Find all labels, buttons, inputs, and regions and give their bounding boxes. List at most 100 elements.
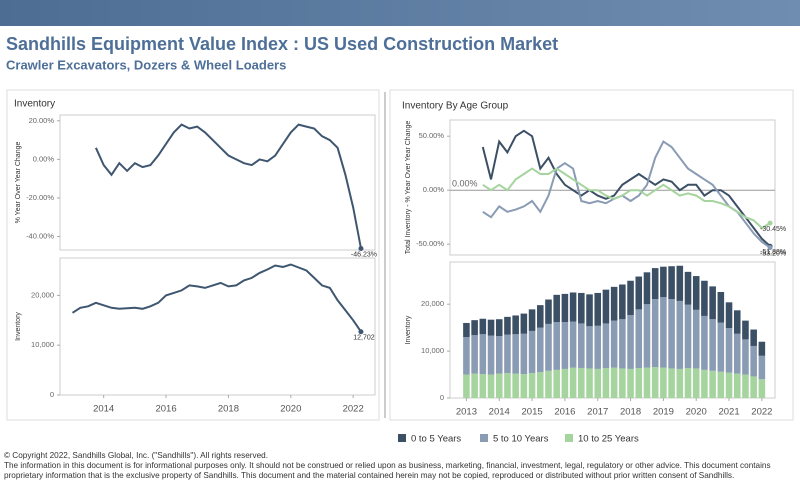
bar-segment (668, 299, 675, 369)
bar-segment (758, 341, 766, 356)
bar-segment (569, 321, 577, 368)
annotation: 0.00% (452, 179, 478, 189)
bar-segment (701, 280, 708, 316)
value-label: 12,702 (353, 335, 375, 342)
bar-segment (627, 280, 634, 315)
bar-segment (520, 333, 528, 375)
bar-segment (569, 367, 577, 398)
value-label: -53.20% (760, 250, 786, 257)
bar-segment (602, 367, 610, 398)
bar-segment (676, 368, 684, 398)
bar-segment (495, 336, 503, 374)
bar-segment (668, 266, 675, 300)
bar-segment (602, 323, 610, 368)
bar-segment (758, 379, 766, 398)
bar-segment (643, 367, 651, 398)
x-tick-label: 2014 (489, 407, 510, 418)
bar-segment (701, 315, 708, 370)
bar-segment (561, 293, 569, 323)
bar-segment (586, 294, 593, 327)
end-point (767, 220, 773, 226)
x-tick-label: 2014 (93, 404, 114, 415)
bar-segment (463, 374, 470, 398)
bar-segment (578, 292, 585, 324)
legend-label: 0 to 5 Years (411, 434, 461, 445)
bar-segment (709, 370, 716, 398)
bar-segment (536, 327, 544, 373)
y-tick-label: -20.00% (26, 193, 54, 202)
copyright: © Copyright 2022, Sandhills Global, Inc.… (4, 451, 268, 460)
subtitle: Crawler Excavators, Dozers & Wheel Loade… (6, 57, 286, 72)
plot-frame (59, 257, 376, 396)
y-tick-label: 20,000 (421, 299, 444, 308)
bar-segment (545, 323, 552, 371)
value-label: -51.88% (760, 249, 786, 256)
line (482, 140, 771, 249)
bar-segment (479, 374, 487, 398)
bar-segment (610, 367, 618, 398)
bar-segment (709, 286, 716, 320)
y-tick-label: -50.00% (416, 239, 444, 248)
bar-segment (512, 373, 519, 398)
y-axis-label: Inventory (15, 312, 22, 341)
bar-segment (684, 367, 692, 398)
x-tick-label: 2022 (343, 404, 364, 415)
bar-segment (660, 367, 667, 398)
x-tick-label: 2020 (280, 404, 301, 415)
y-tick-label: 20.00% (29, 116, 55, 125)
bar-segment (742, 320, 749, 340)
bar-segment (463, 322, 470, 338)
bar-segment (619, 319, 626, 369)
bar-segment (495, 319, 503, 337)
bar-segment (536, 372, 544, 398)
bar-segment (586, 368, 593, 398)
x-tick-label: 2018 (620, 407, 641, 418)
bar-segment (701, 369, 708, 398)
bar-segment (471, 373, 478, 398)
end-point (358, 329, 364, 335)
x-tick-label: 2016 (155, 404, 176, 415)
bar-segment (561, 322, 569, 369)
bar-segment (692, 368, 700, 398)
bar-segment (569, 292, 577, 322)
bar-segment (578, 323, 585, 368)
bar-segment (471, 335, 478, 374)
y-tick-label: 0 (440, 393, 444, 402)
bar-segment (660, 297, 667, 368)
bar-segment (528, 309, 536, 331)
bar-segment (602, 289, 610, 324)
bar-segment (619, 368, 626, 398)
panel-title: Inventory By Age Group (402, 101, 509, 112)
bar-segment (742, 374, 749, 398)
bar-segment (750, 329, 757, 346)
bar-segment (487, 335, 495, 375)
bar-segment (717, 292, 725, 323)
bar-segment (504, 316, 511, 335)
line (71, 263, 362, 333)
end-point (767, 245, 773, 251)
bar-segment (627, 314, 634, 369)
y-tick-label: 0.00% (33, 154, 55, 163)
bar-segment (717, 322, 725, 372)
bar-segment (479, 334, 487, 375)
bar-segment (692, 309, 700, 369)
bar-segment (578, 367, 585, 398)
bar-segment (684, 304, 692, 368)
x-tick-label: 2016 (554, 407, 575, 418)
bar-segment (471, 320, 478, 336)
x-tick-label: 2015 (522, 407, 543, 418)
bar-segment (733, 373, 741, 398)
bar-segment (651, 268, 659, 300)
bar-segment (487, 374, 495, 398)
value-label: -46.23% (351, 251, 377, 258)
x-tick-label: 2021 (718, 407, 739, 418)
x-tick-label: 2022 (751, 407, 772, 418)
bar-segment (504, 334, 511, 374)
y-tick-label: -40.00% (26, 231, 54, 240)
y-tick-label: 20,000 (31, 290, 54, 299)
bar-segment (553, 369, 560, 398)
legend-swatch (565, 434, 573, 442)
bar-segment (619, 284, 626, 320)
bar-segment (717, 371, 725, 398)
